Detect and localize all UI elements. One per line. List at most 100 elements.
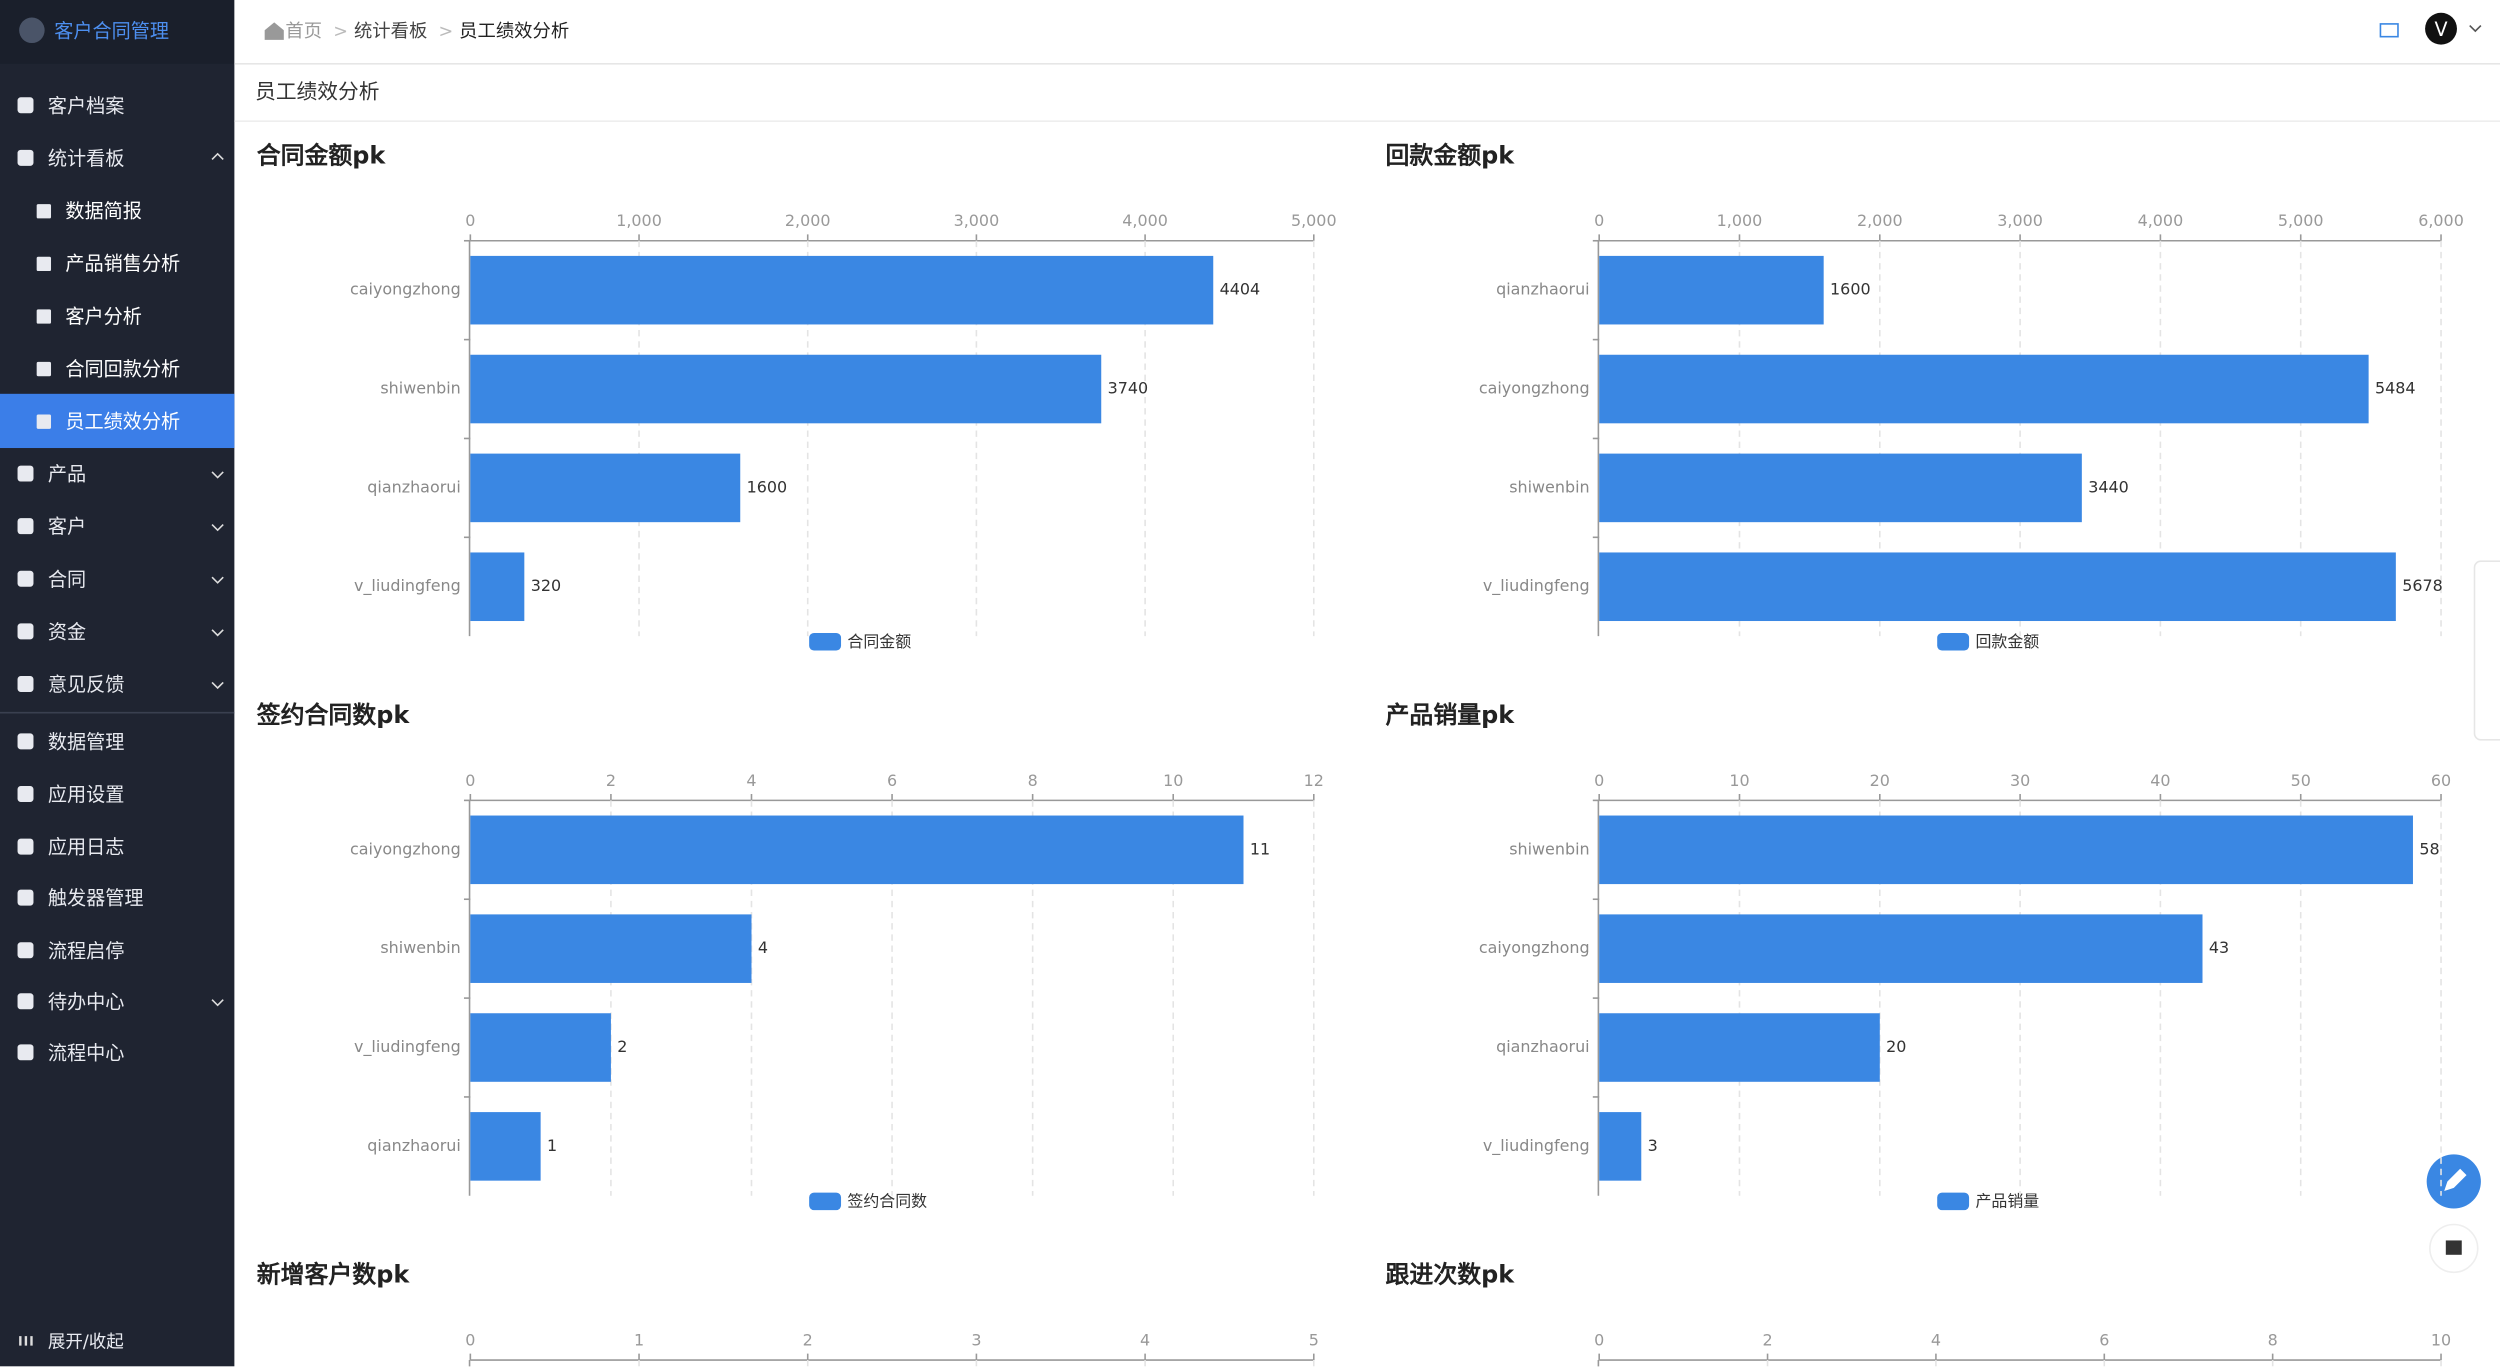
- menu-item[interactable]: 数据管理: [48, 730, 125, 753]
- x-tick-label: 3,000: [1997, 211, 2043, 230]
- menu-item[interactable]: 应用设置: [48, 783, 125, 806]
- user-dropdown[interactable]: [2469, 24, 2482, 33]
- submenu-item[interactable]: 员工绩效分析: [65, 410, 180, 433]
- bar: [470, 1013, 611, 1082]
- menu-item[interactable]: 应用日志: [48, 836, 125, 859]
- submenu-item[interactable]: 产品销售分析: [65, 252, 180, 275]
- x-tick-label: 6: [887, 771, 897, 790]
- x-tick-label: 2,000: [785, 211, 831, 230]
- y-tick-label: v_liudingfeng: [354, 576, 461, 596]
- x-tick-label: 1,000: [1717, 211, 1763, 230]
- bar: [1599, 1112, 1642, 1181]
- menu-item[interactable]: 客户档案: [48, 94, 125, 117]
- x-tick-label: 0: [1594, 771, 1604, 790]
- menu-item[interactable]: 合同: [48, 568, 86, 591]
- menu-item[interactable]: 意见反馈: [48, 673, 125, 696]
- value-label: 1: [547, 1136, 557, 1155]
- value-label: 1600: [1830, 280, 1871, 299]
- legend-label[interactable]: 产品销量: [1975, 1192, 2039, 1211]
- value-label: 5678: [2402, 576, 2443, 595]
- chart-title: 签约合同数pk: [257, 701, 411, 729]
- x-tick-label: 10: [1163, 771, 1183, 790]
- message-icon[interactable]: [2379, 23, 2399, 38]
- submenu-item[interactable]: 数据简报: [65, 200, 141, 223]
- x-tick-label: 5,000: [1291, 211, 1337, 230]
- bar: [470, 815, 1244, 885]
- bar: [470, 1112, 541, 1181]
- x-tick-label: 40: [2150, 771, 2170, 790]
- x-tick-label: 2: [803, 1330, 813, 1349]
- menu-icon: [17, 623, 34, 640]
- x-tick-label: 4: [1140, 1330, 1150, 1349]
- value-label: 4404: [1220, 280, 1261, 299]
- legend-swatch[interactable]: [1937, 1192, 1970, 1211]
- menu-item[interactable]: 流程中心: [48, 1041, 125, 1064]
- menu-item[interactable]: 待办中心: [48, 990, 125, 1013]
- breadcrumb-item[interactable]: 统计看板: [354, 21, 427, 42]
- submenu-icon: [36, 309, 52, 324]
- cube-icon: [2445, 1240, 2462, 1255]
- x-tick-label: 0: [1594, 1330, 1604, 1349]
- value-label: 5484: [2375, 379, 2416, 398]
- breadcrumb-item[interactable]: 首页: [285, 21, 322, 42]
- y-tick-label: v_liudingfeng: [1483, 576, 1590, 596]
- menu-item[interactable]: 流程启停: [48, 939, 125, 962]
- legend-swatch[interactable]: [809, 632, 842, 651]
- submenu-icon: [36, 204, 52, 219]
- bar: [1599, 815, 2413, 885]
- x-tick-label: 12: [1304, 771, 1324, 790]
- chart-title: 跟进次数pk: [1386, 1261, 1516, 1289]
- x-tick-label: 50: [2291, 771, 2311, 790]
- value-label: 11: [1250, 839, 1270, 858]
- menu-chevron: [211, 999, 224, 1007]
- legend-swatch[interactable]: [809, 1192, 842, 1211]
- menu-icon: [17, 993, 34, 1010]
- value-label: 43: [2209, 938, 2229, 957]
- x-tick-label: 0: [465, 771, 475, 790]
- legend-label[interactable]: 回款金额: [1975, 632, 2039, 651]
- y-tick-label: shiwenbin: [380, 938, 460, 957]
- x-tick-label: 4,000: [1122, 211, 1168, 230]
- value-label: 2: [617, 1037, 627, 1056]
- x-tick-label: 0: [465, 1330, 475, 1349]
- submenu-item[interactable]: 客户分析: [65, 305, 141, 328]
- menu-item[interactable]: 触发器管理: [48, 887, 144, 910]
- menu-item[interactable]: 产品: [48, 463, 86, 486]
- x-tick-label: 0: [465, 211, 475, 230]
- menu-item[interactable]: 统计看板: [48, 147, 125, 170]
- menu-chevron: [211, 576, 224, 584]
- app-title: 客户合同管理: [54, 19, 169, 42]
- legend-label[interactable]: 签约合同数: [847, 1192, 927, 1211]
- chart-title: 回款金额pk: [1386, 141, 1516, 169]
- bar: [1599, 255, 1824, 325]
- chart-title: 产品销量pk: [1386, 701, 1516, 729]
- menu-icon: [17, 149, 34, 166]
- breadcrumb-sep: >: [438, 22, 453, 42]
- menu-icon: [17, 676, 34, 692]
- submenu-item[interactable]: 合同回款分析: [65, 357, 180, 380]
- bar: [1599, 453, 2082, 523]
- x-tick-label: 2,000: [1857, 211, 1903, 230]
- edit-icon: [2444, 1168, 2467, 1192]
- value-label: 1600: [747, 477, 788, 496]
- legend-label[interactable]: 合同金额: [847, 632, 911, 651]
- x-tick-label: 1,000: [616, 211, 662, 230]
- legend-swatch[interactable]: [1937, 632, 1970, 651]
- menu-item[interactable]: 客户: [48, 515, 86, 538]
- x-tick-label: 5,000: [2278, 211, 2324, 230]
- chart-title: 合同金额pk: [257, 141, 387, 169]
- x-tick-label: 2: [606, 771, 616, 790]
- x-tick-label: 6: [2099, 1330, 2109, 1349]
- x-tick-label: 20: [1870, 771, 1890, 790]
- menu-item[interactable]: 资金: [48, 620, 86, 643]
- y-tick-label: caiyongzhong: [350, 280, 461, 299]
- logo-icon: [19, 17, 45, 44]
- sidebar-toggle[interactable]: 展开/收起: [48, 1332, 124, 1352]
- menu-icon: [17, 570, 34, 587]
- y-tick-label: shiwenbin: [1509, 477, 1589, 496]
- x-tick-label: 4: [1931, 1330, 1941, 1349]
- y-tick-label: qianzhaorui: [367, 477, 460, 496]
- menu-icon: [17, 942, 34, 959]
- avatar[interactable]: [2425, 12, 2457, 45]
